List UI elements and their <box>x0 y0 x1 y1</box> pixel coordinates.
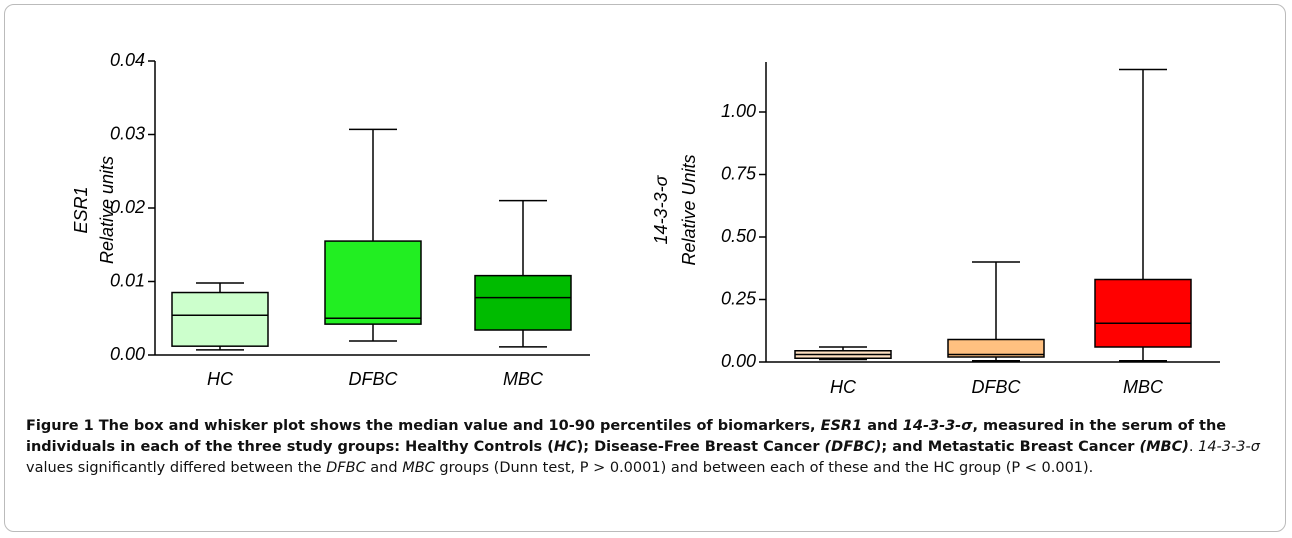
box <box>324 240 422 325</box>
box <box>474 274 572 331</box>
caption-text: (MBC) <box>1139 439 1189 455</box>
caption-text: DFBC <box>326 460 366 476</box>
box <box>1094 278 1192 348</box>
caption-text: 14-3-3-σ <box>902 418 973 434</box>
caption-text: Figure 1 <box>26 418 94 434</box>
caption-text: groups (Dunn test, P > 0.0001) and betwe… <box>434 460 1094 476</box>
caption: Figure 1 The box and whisker plot shows … <box>26 416 1271 479</box>
box <box>171 291 269 347</box>
x-tick-label: HC <box>830 377 857 397</box>
y-tick-label: 1.00 <box>721 101 756 121</box>
y-tick-label: 0.00 <box>721 351 756 371</box>
caption-text: 14-3-3-σ <box>1198 439 1260 455</box>
caption-text: The box and whisker plot shows the media… <box>93 418 821 434</box>
caption-text: , measured in the serum of the individua… <box>26 418 1232 455</box>
box <box>947 338 1045 358</box>
y-tick-label: 0.02 <box>110 197 145 217</box>
caption-text: HC <box>553 439 577 455</box>
y-tick-label: 0.03 <box>110 123 145 143</box>
caption-text: ); Disease-Free Breast Cancer <box>576 439 825 455</box>
y-axis-title: ESR1 <box>71 186 91 233</box>
y-tick-label: 0.50 <box>721 226 756 246</box>
caption-text: (DFBC) <box>824 439 882 455</box>
charts: 0.00 0.01 0.02 0.03 0.04 ESR1 Relative units HC… <box>71 50 1220 397</box>
y-tick-label: 0.00 <box>110 344 145 364</box>
caption-text: and <box>365 460 403 476</box>
y-axis-title: Relative units <box>97 156 117 264</box>
y-axis-title: Relative Units <box>679 154 699 265</box>
y-tick-label: 0.75 <box>721 163 757 183</box>
caption-text: . <box>1188 439 1199 455</box>
y-axis-title: 14-3-3-σ <box>651 174 671 244</box>
figure-frame <box>4 4 1286 532</box>
x-tick-label: DFBC <box>349 369 399 389</box>
caption-text: MBC <box>402 460 435 476</box>
caption-text: and <box>862 418 903 434</box>
x-tick-label: HC <box>207 369 234 389</box>
caption-text: values significantly differed between th… <box>26 439 1265 476</box>
x-tick-label: MBC <box>1123 377 1164 397</box>
x-tick-label: MBC <box>503 369 544 389</box>
caption-text: ; and Metastatic Breast Cancer <box>881 439 1140 455</box>
y-tick-label: 0.04 <box>110 50 145 70</box>
y-tick-label: 0.01 <box>110 270 145 290</box>
y-tick-label: 0.25 <box>721 288 757 308</box>
caption-text: ESR1 <box>820 418 863 434</box>
x-tick-label: DFBC <box>972 377 1022 397</box>
